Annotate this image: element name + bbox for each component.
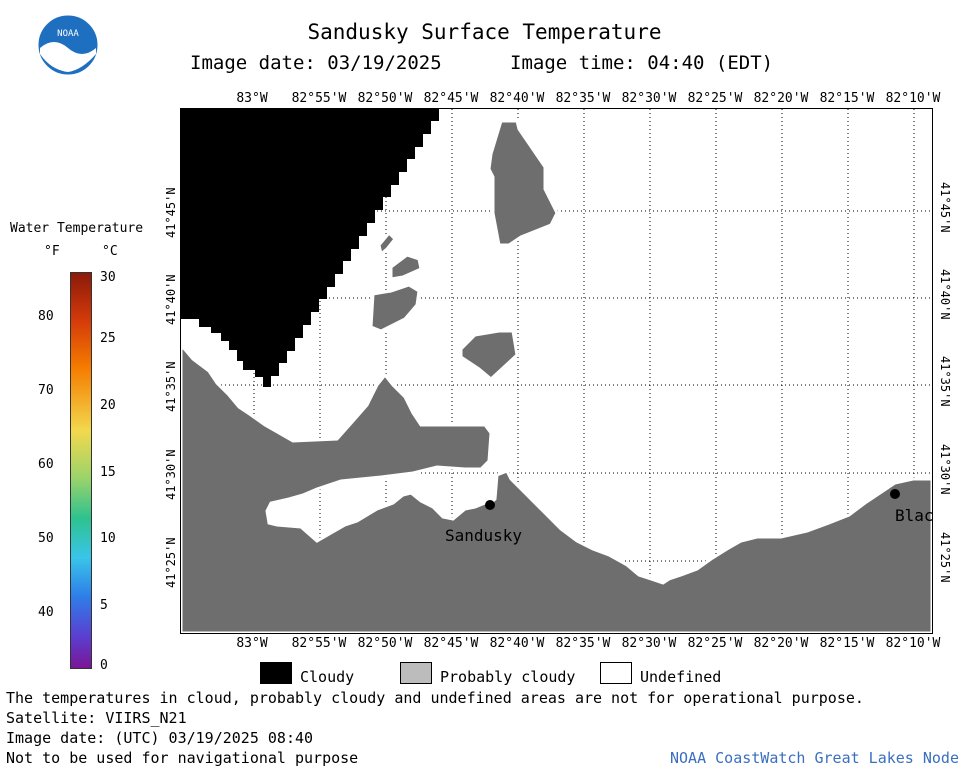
- lon-label-top: 82°50'W: [357, 91, 413, 106]
- map-frame: Sandusky Blac: [180, 108, 933, 634]
- lon-label-top: 82°30'W: [621, 91, 677, 106]
- lat-label-left: 41°30'N: [164, 449, 178, 500]
- lon-label-bottom: 83°W: [236, 636, 268, 651]
- legend-swatch-undefined: [600, 662, 632, 684]
- c-tick-label: 20: [100, 398, 116, 413]
- lon-label-top: 82°20'W: [753, 91, 809, 106]
- unit-c: °C: [102, 244, 118, 259]
- c-tick-label: 15: [100, 465, 116, 480]
- lat-label-left: 41°40'N: [164, 274, 178, 325]
- legend-undefined: Undefined: [640, 668, 722, 686]
- legend-swatch-cloudy: [260, 662, 292, 684]
- lat-label-left: 41°25'N: [164, 537, 178, 588]
- lon-label-top: 83°W: [236, 91, 268, 106]
- footer-utc-date: Image date: (UTC) 03/19/2025 08:40: [6, 729, 314, 747]
- lon-label-bottom: 82°15'W: [819, 636, 875, 651]
- lon-label-bottom: 82°55'W: [291, 636, 347, 651]
- lon-label-top: 82°55'W: [291, 91, 347, 106]
- lon-label-top: 82°25'W: [687, 91, 743, 106]
- c-tick-label: 10: [100, 531, 116, 546]
- lat-label-right: 41°25'N: [938, 532, 952, 583]
- unit-f: °F: [44, 244, 60, 259]
- c-tick-label: 5: [100, 598, 108, 613]
- lat-label-right: 41°45'N: [938, 182, 952, 233]
- lat-label-right: 41°30'N: [938, 444, 952, 495]
- blac-label: Blac: [895, 506, 932, 525]
- lon-label-bottom: 82°35'W: [555, 636, 611, 651]
- logo-text: NOAA: [57, 29, 79, 39]
- c-tick-label: 25: [100, 331, 116, 346]
- lon-label-bottom: 82°45'W: [423, 636, 479, 651]
- map-title: Sandusky Surface Temperature: [307, 20, 662, 44]
- lon-label-bottom: 82°30'W: [621, 636, 677, 651]
- legend-swatch-probably-cloudy: [400, 662, 432, 684]
- f-tick-label: 40: [38, 605, 54, 620]
- lat-label-left: 41°45'N: [164, 187, 178, 238]
- lon-label-top: 82°45'W: [423, 91, 479, 106]
- footer-note: The temperatures in cloud, probably clou…: [6, 689, 864, 707]
- lat-label-right: 41°40'N: [938, 269, 952, 320]
- colorbar-gradient: [70, 272, 92, 669]
- lon-label-bottom: 82°40'W: [489, 636, 545, 651]
- lat-label-right: 41°35'N: [938, 356, 952, 407]
- lon-label-bottom: 82°50'W: [357, 636, 413, 651]
- lon-label-bottom: 82°20'W: [753, 636, 809, 651]
- sandusky-marker: [485, 500, 495, 510]
- legend-cloudy: Cloudy: [300, 668, 355, 686]
- f-tick-label: 80: [38, 309, 54, 324]
- noaa-logo: NOAA: [37, 14, 99, 76]
- lon-label-top: 82°15'W: [819, 91, 875, 106]
- c-tick-label: 0: [100, 658, 108, 673]
- legend-probably-cloudy: Probably cloudy: [440, 668, 576, 686]
- footer-satellite: Satellite: VIIRS_N21: [6, 709, 187, 727]
- footer-nav-warning: Not to be used for navigational purpose: [6, 749, 359, 767]
- image-date: Image date: 03/19/2025: [190, 52, 442, 74]
- f-tick-label: 60: [38, 457, 54, 472]
- lon-label-top: 82°40'W: [489, 91, 545, 106]
- blac-marker: [890, 489, 900, 499]
- cloudy-region: [181, 109, 439, 387]
- lat-label-left: 41°35'N: [164, 361, 178, 412]
- lon-label-top: 82°10'W: [885, 91, 941, 106]
- map-canvas: Sandusky Blac: [181, 109, 932, 633]
- image-time: Image time: 04:40 (EDT): [510, 52, 774, 74]
- islands: [369, 119, 559, 381]
- land-mass: [181, 342, 932, 633]
- lon-label-top: 82°35'W: [555, 91, 611, 106]
- f-tick-label: 50: [38, 531, 54, 546]
- lon-label-bottom: 82°25'W: [687, 636, 743, 651]
- c-tick-label: 30: [100, 270, 116, 285]
- sandusky-label: Sandusky: [445, 526, 522, 545]
- f-tick-label: 70: [38, 383, 54, 398]
- lon-label-bottom: 82°10'W: [885, 636, 941, 651]
- colorbar-title: Water Temperature: [10, 221, 144, 236]
- footer-credit: NOAA CoastWatch Great Lakes Node: [670, 749, 959, 767]
